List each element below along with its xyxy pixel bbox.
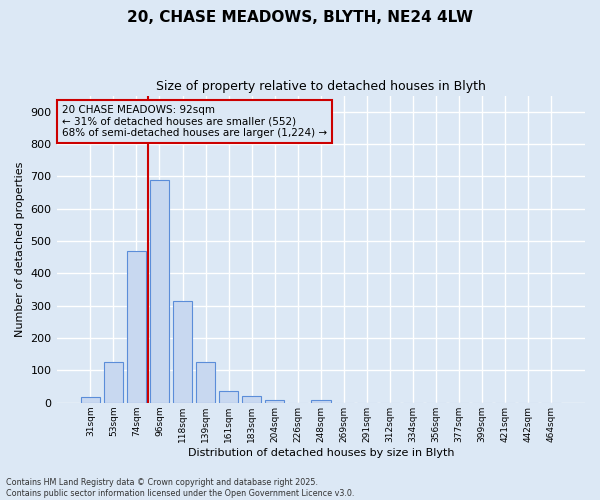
Bar bbox=[80, 397, 100, 403]
Y-axis label: Number of detached properties: Number of detached properties bbox=[15, 162, 25, 337]
X-axis label: Distribution of detached houses by size in Blyth: Distribution of detached houses by size … bbox=[188, 448, 454, 458]
Title: Size of property relative to detached houses in Blyth: Size of property relative to detached ho… bbox=[156, 80, 486, 93]
Bar bbox=[104, 362, 123, 403]
Bar bbox=[265, 400, 284, 403]
Text: 20 CHASE MEADOWS: 92sqm
← 31% of detached houses are smaller (552)
68% of semi-d: 20 CHASE MEADOWS: 92sqm ← 31% of detache… bbox=[62, 105, 327, 138]
Bar bbox=[149, 180, 169, 403]
Bar bbox=[173, 301, 193, 403]
Bar bbox=[127, 251, 146, 403]
Text: 20, CHASE MEADOWS, BLYTH, NE24 4LW: 20, CHASE MEADOWS, BLYTH, NE24 4LW bbox=[127, 10, 473, 25]
Bar bbox=[311, 400, 331, 403]
Text: Contains HM Land Registry data © Crown copyright and database right 2025.
Contai: Contains HM Land Registry data © Crown c… bbox=[6, 478, 355, 498]
Bar bbox=[219, 392, 238, 403]
Bar bbox=[196, 362, 215, 403]
Bar bbox=[242, 396, 262, 403]
